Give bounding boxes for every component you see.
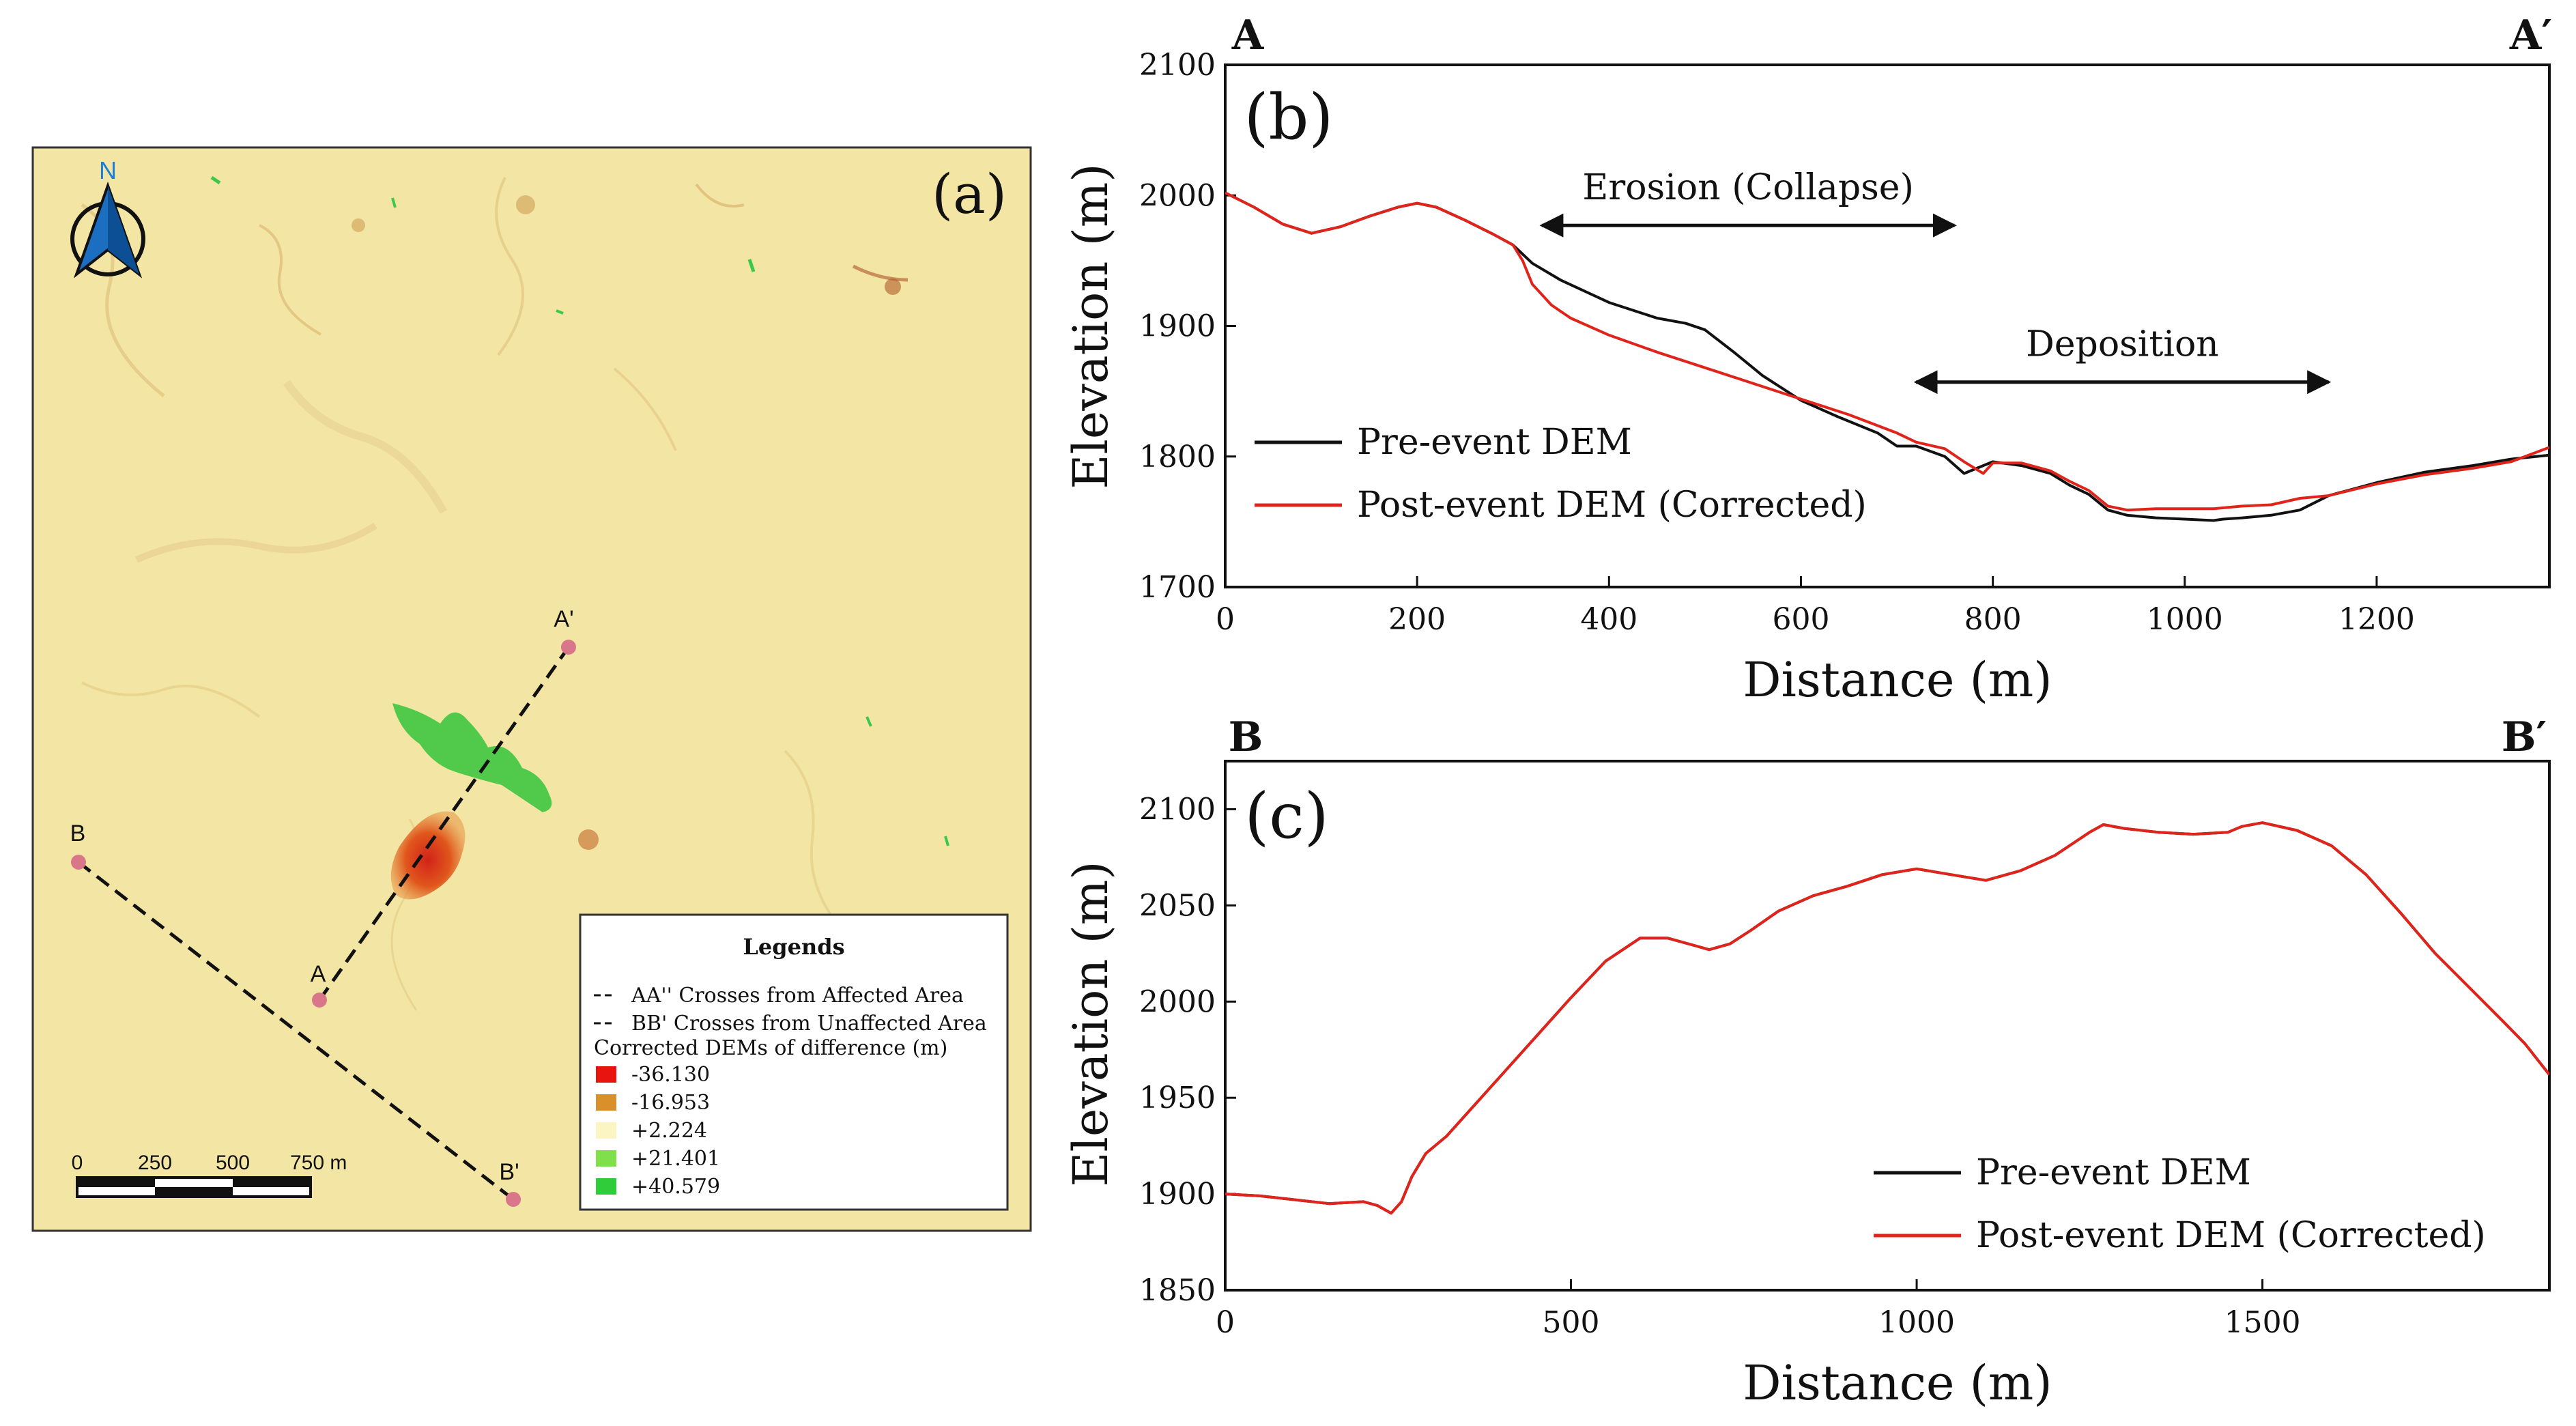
chart-c-end-label: B′ <box>2502 713 2547 761</box>
chart-b-ytick-label-3: 2000 <box>1139 178 1216 213</box>
point-b-prime-label: B' <box>499 1159 519 1185</box>
chart-b-end-label: A′ <box>2509 12 2552 59</box>
chart-b-ylabel: Elevation (m) <box>1063 163 1119 489</box>
chart-b-ytick-label-1: 1800 <box>1139 440 1216 474</box>
legend-swatch-3 <box>596 1150 616 1167</box>
legend-ramp: -36.130 -16.953 +2.224 +21.401 +40.579 <box>596 1063 720 1199</box>
chart-b: A A′ (b) Distance (m) Elevation (m) 0 200… <box>1063 12 2552 708</box>
chart-b-annotation-0: Erosion (Collapse) <box>1582 167 1913 208</box>
legend-swatch-4 <box>596 1178 616 1195</box>
erosion-area <box>390 811 466 900</box>
panel-a-map: (a) N A A' B B' 0 250 500 750 m <box>31 146 1032 1232</box>
legend-ramp-label-4: +40.579 <box>631 1175 720 1199</box>
chart-b-xtick-label-1: 200 <box>1388 602 1446 637</box>
scale-tick-250: 250 <box>138 1152 172 1174</box>
chart-c: B B′ (c) Distance (m) Elevation (m) 0 500… <box>1063 713 2551 1411</box>
chart-b-plot-area <box>1225 191 2549 522</box>
point-a-label: A <box>311 961 326 987</box>
transect-aa-line <box>317 646 571 1001</box>
legend-ramp-label-3: +21.401 <box>631 1147 720 1171</box>
chart-c-xtick-label-3: 1500 <box>2224 1305 2301 1340</box>
legend-swatch-0 <box>596 1066 616 1083</box>
chart-c-legend-label-1: Post-event DEM (Corrected) <box>1976 1215 2486 1256</box>
chart-b-legend-label-1: Post-event DEM (Corrected) <box>1357 485 1867 526</box>
chart-c-xlabel: Distance (m) <box>1743 1355 2052 1411</box>
chart-b-series-0-line <box>1225 191 2549 522</box>
chart-c-panel-label: (c) <box>1244 780 1328 853</box>
legend-swatch-1 <box>596 1094 616 1111</box>
chart-c-ytick-label-5: 2100 <box>1139 792 1216 827</box>
legend-swatch-2 <box>596 1122 616 1139</box>
deposition-area <box>392 703 552 812</box>
chart-b-xtick-label-2: 400 <box>1580 602 1637 637</box>
legend-ramp-title: Corrected DEMs of difference (m) <box>594 1036 947 1060</box>
chart-b-xtick-label-6: 1200 <box>2338 602 2415 637</box>
chart-b-ytick-label-0: 1700 <box>1139 570 1216 605</box>
north-arrow: N <box>70 156 145 279</box>
chart-c-ytick-label-4: 2050 <box>1139 888 1216 923</box>
chart-b-xtick-label-5: 1000 <box>2147 602 2223 637</box>
chart-b-xlabel: Distance (m) <box>1743 652 2052 708</box>
point-b-marker <box>71 855 86 870</box>
chart-b-annotation-1: Deposition <box>2026 324 2219 365</box>
chart-b-xtick-label-3: 600 <box>1772 602 1829 637</box>
chart-c-xtick-label-0: 0 <box>1216 1305 1235 1340</box>
chart-b-legend-label-0: Pre-event DEM <box>1357 422 1632 463</box>
chart-b-ytick-label-2: 1900 <box>1139 309 1216 344</box>
chart-c-frame <box>1224 760 2551 1292</box>
chart-c-xtick-label-2: 1000 <box>1878 1305 1955 1340</box>
chart-b-xtick-label-0: 0 <box>1216 602 1235 637</box>
scale-tick-0: 0 <box>72 1152 83 1174</box>
legend-line-bb: BB' Crosses from Unaffected Area <box>631 1012 987 1036</box>
chart-c-ytick-label-2: 1950 <box>1139 1081 1216 1115</box>
chart-c-plot-area <box>1225 821 2549 1215</box>
legend-ramp-label-0: -36.130 <box>631 1063 710 1087</box>
panel-a-label: (a) <box>932 162 1007 226</box>
scale-bar: 0 250 500 750 m <box>72 1152 347 1198</box>
legend-title: Legends <box>743 934 844 960</box>
point-b-prime-marker <box>506 1192 521 1207</box>
point-a-prime-label: A' <box>554 606 573 632</box>
chart-c-start-label: B <box>1229 713 1263 761</box>
chart-c-ytick-label-3: 2000 <box>1139 984 1216 1019</box>
point-b-label: B <box>70 821 86 846</box>
chart-c-ytick-label-0: 1850 <box>1139 1273 1216 1308</box>
chart-b-xtick-label-4: 800 <box>1964 602 2022 637</box>
chart-c-xtick-label-1: 500 <box>1543 1305 1600 1340</box>
chart-c-ylabel: Elevation (m) <box>1063 861 1119 1186</box>
north-label: N <box>99 156 117 184</box>
map-frame <box>31 146 1032 1232</box>
chart-b-ytick-label-4: 2100 <box>1139 48 1216 83</box>
chart-b-start-label: A <box>1231 12 1265 59</box>
chart-c-legend-label-0: Pre-event DEM <box>1976 1152 2251 1193</box>
scale-tick-750: 750 m <box>290 1152 347 1174</box>
scale-tick-500: 500 <box>216 1152 250 1174</box>
chart-b-series-1-line <box>1225 191 2549 512</box>
legend-ramp-label-2: +2.224 <box>631 1119 707 1143</box>
point-a-marker <box>312 993 327 1008</box>
chart-c-series-1-line <box>1225 821 2549 1215</box>
chart-c-ytick-label-1: 1900 <box>1139 1177 1216 1212</box>
chart-b-panel-label: (b) <box>1244 81 1334 154</box>
map-legend: Legends AA'' Crosses from Affected Area … <box>579 913 1009 1211</box>
legend-line-aa: AA'' Crosses from Affected Area <box>631 984 964 1008</box>
point-a-prime-marker <box>561 640 576 655</box>
legend-ramp-label-1: -16.953 <box>631 1091 710 1115</box>
terrain-texture <box>81 175 949 1011</box>
